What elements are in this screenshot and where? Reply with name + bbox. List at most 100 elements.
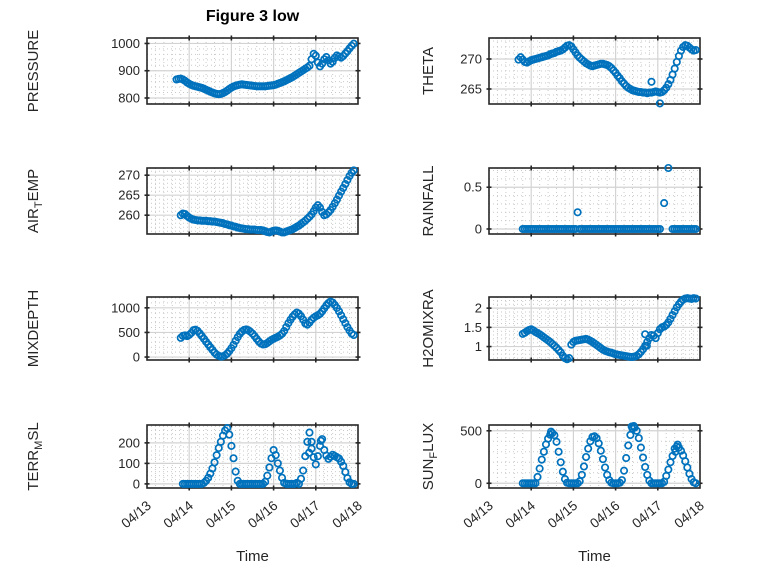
data-point [229,454,238,463]
data-point [199,478,209,487]
data-point [334,191,344,200]
data-point [596,446,605,455]
figure-title: Figure 3 low [205,8,300,25]
data-point [303,320,312,329]
data-point [337,311,346,320]
y-tick-label: 0 [133,476,140,491]
data-point [634,434,643,443]
x-tick-label: 04/17 [287,498,323,531]
data-point [280,327,289,336]
data-series-RAINFALL [518,163,700,234]
y-tick-label: 100 [118,456,140,471]
data-point [636,443,645,452]
data-point [624,441,633,450]
data-point [691,294,700,303]
y-tick-label: 0.5 [464,180,482,195]
data-point [339,315,348,324]
data-point [626,430,635,440]
y-tick-label: 0 [475,476,482,491]
axes-frame [488,424,701,489]
data-point-outlier [316,436,325,445]
y-tick-label: 1000 [111,300,140,315]
data-point [212,451,221,460]
data-point-outlier [655,99,664,108]
data-point [339,183,348,193]
data-point-outlier [573,208,582,217]
data-point [535,464,544,473]
data-point-outlier [641,330,650,339]
data-point-outlier [307,444,316,453]
data-series-MIXDEPTH [176,297,358,361]
data-point [305,428,314,437]
data-point [619,466,629,475]
data-point [573,479,582,488]
subplot-PRESSURE: 800 900 1000 PRESSURE [25,30,361,112]
data-point [598,455,607,464]
data-point [341,179,350,189]
data-point [231,467,240,476]
data-point [227,441,236,450]
data-point [299,466,308,475]
data-point [273,459,282,468]
x-axis-label-right: Time [578,548,611,565]
axes-frame [488,167,701,235]
data-point-outlier [629,421,638,431]
y-axis-label: RAINFALL [420,166,437,237]
data-point-outlier [660,199,669,208]
data-point [565,354,574,363]
data-point [210,458,219,467]
x-tick-label: 04/18 [329,498,365,531]
axes-frame [146,296,359,361]
data-point [271,451,280,460]
data-point [533,472,542,482]
data-point [258,479,268,488]
x-tick-label: 04/16 [245,498,281,531]
subplot-TERR_MSL: 0 100 200 04/13 04/14 04/15 04/16 04/17 04/18 TER… [25,422,365,531]
data-point [204,473,213,482]
data-point-outlier [642,341,651,350]
data-point [552,437,561,446]
data-point [691,479,700,488]
data-point [577,470,586,479]
axes-frame [146,167,359,235]
data-point [341,319,350,328]
y-tick-label: 260 [118,208,140,223]
subplot-H2OMIXRA: 1 1.5 2 H2OMIXRA [420,289,703,368]
data-point [185,330,194,339]
data-point [343,474,352,483]
data-point [584,444,593,453]
data-point [343,175,352,185]
data-point [275,466,284,475]
data-point [332,195,341,204]
y-tick-label: 1000 [111,36,140,51]
x-axis-label-left: Time [236,548,269,565]
data-point [311,460,320,469]
data-series-AIR_TEMP [176,166,358,237]
y-axis-label: MIXDEPTH [25,290,42,368]
x-tick-label: 04/16 [587,498,623,531]
y-axis-label: AIRTEMP [25,169,45,233]
data-point-outlier [673,440,682,449]
data-point [349,330,358,340]
data-point [554,447,563,456]
data-point [318,59,327,68]
data-point [691,224,700,234]
data-point-outlier [664,163,673,173]
data-point [617,476,626,485]
y-axis-label: H2OMIXRA [420,289,437,367]
data-point [666,458,675,467]
data-point [315,441,325,450]
y-axis-label: THETA [420,47,437,95]
data-point [324,454,333,463]
data-point-outlier [546,427,556,436]
data-point [600,463,610,472]
subplot-MIXDEPTH: 0 500 1000 MIXDEPTH [25,290,361,368]
axes-frame [146,424,359,489]
data-point [246,327,255,336]
axes-frame [488,37,701,105]
data-point [691,45,700,55]
data-point-outlier [647,77,656,86]
data-point [225,430,234,439]
subplot-THETA: 265 270 THETA [420,35,703,108]
